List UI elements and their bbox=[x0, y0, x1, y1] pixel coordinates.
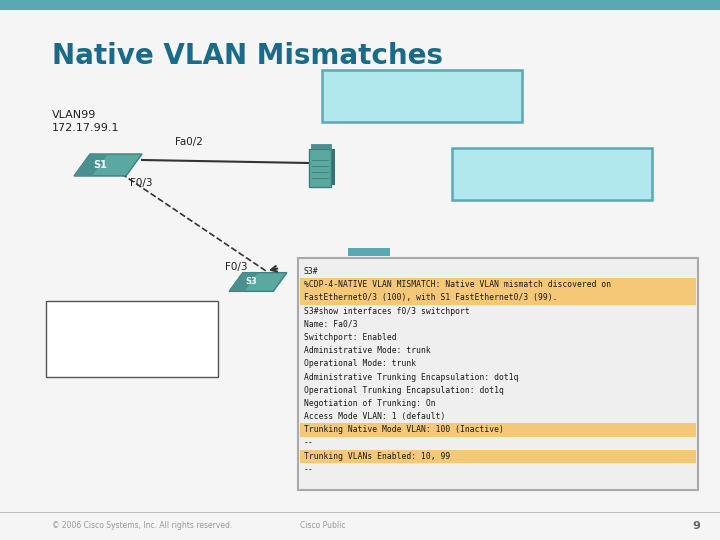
Text: F0/3: F0/3 bbox=[225, 262, 248, 272]
Text: VLAN 10 - 172.17.10.30: VLAN 10 - 172.17.10.30 bbox=[330, 96, 480, 109]
Polygon shape bbox=[74, 154, 108, 176]
Text: Trunking Native Mode VLAN: 100 (Inactive): Trunking Native Mode VLAN: 100 (Inactive… bbox=[304, 426, 504, 434]
Text: Fa0/2: Fa0/2 bbox=[175, 137, 203, 147]
Text: VLAN Trunks: VLAN Trunks bbox=[58, 313, 147, 326]
Text: S1: S1 bbox=[93, 160, 107, 170]
Text: Switchport: Enabled: Switchport: Enabled bbox=[304, 333, 397, 342]
FancyBboxPatch shape bbox=[452, 148, 652, 200]
Text: S3#: S3# bbox=[304, 267, 319, 276]
Bar bbox=[309, 149, 331, 187]
Text: Cisco Public: Cisco Public bbox=[300, 522, 346, 530]
Text: Administrative Mode: trunk: Administrative Mode: trunk bbox=[304, 346, 431, 355]
Text: FastEthernet0/3 (100), with S1 FastEthernet0/3 (99).: FastEthernet0/3 (100), with S1 FastEther… bbox=[304, 293, 557, 302]
Text: F0/3: F0/3 bbox=[130, 178, 153, 188]
Text: VLAN99
172.17.99.1: VLAN99 172.17.99.1 bbox=[52, 110, 120, 133]
Text: Administrative Trunking Encapsulation: dot1q: Administrative Trunking Encapsulation: d… bbox=[304, 373, 518, 382]
Text: --: -- bbox=[304, 438, 314, 448]
Text: Trunking VLANs Enabled: 10, 99: Trunking VLANs Enabled: 10, 99 bbox=[304, 452, 450, 461]
Bar bbox=[348, 248, 390, 256]
Text: Faculty: Faculty bbox=[460, 157, 514, 170]
Text: %CDP-4-NATIVE VLAN MISMATCH: Native VLAN mismatch discovered on: %CDP-4-NATIVE VLAN MISMATCH: Native VLAN… bbox=[304, 280, 611, 289]
Text: Operational Trunking Encapsulation: dot1q: Operational Trunking Encapsulation: dot1… bbox=[304, 386, 504, 395]
Text: S3#show interfaces f0/3 switchport: S3#show interfaces f0/3 switchport bbox=[304, 307, 469, 315]
Polygon shape bbox=[229, 273, 287, 292]
Text: Allowed – 10, 99: Allowed – 10, 99 bbox=[58, 331, 161, 344]
Bar bbox=[300, 278, 696, 292]
Bar bbox=[311, 144, 331, 149]
Bar bbox=[300, 450, 696, 463]
FancyBboxPatch shape bbox=[322, 70, 522, 122]
Bar bbox=[331, 149, 335, 185]
Text: Negotiation of Trunking: On: Negotiation of Trunking: On bbox=[304, 399, 436, 408]
Bar bbox=[300, 423, 696, 437]
Polygon shape bbox=[229, 273, 258, 292]
Text: Native VLAN Mismatches: Native VLAN Mismatches bbox=[52, 42, 443, 70]
Text: VLAN 10 - 172.17.10.24: VLAN 10 - 172.17.10.24 bbox=[460, 174, 609, 187]
Bar bbox=[0, 0, 720, 10]
FancyBboxPatch shape bbox=[46, 301, 218, 377]
Polygon shape bbox=[74, 154, 142, 176]
Text: Native VLAN – 99: Native VLAN – 99 bbox=[58, 349, 166, 362]
Bar bbox=[300, 292, 696, 305]
Text: S3: S3 bbox=[246, 278, 257, 287]
Text: Name: Fa0/3: Name: Fa0/3 bbox=[304, 320, 358, 329]
FancyBboxPatch shape bbox=[298, 258, 698, 490]
Text: © 2006 Cisco Systems, Inc. All rights reserved.: © 2006 Cisco Systems, Inc. All rights re… bbox=[52, 522, 233, 530]
Text: Operational Mode: trunk: Operational Mode: trunk bbox=[304, 360, 416, 368]
Text: WEB/TFTP Server: WEB/TFTP Server bbox=[330, 79, 460, 92]
Text: Access Mode VLAN: 1 (default): Access Mode VLAN: 1 (default) bbox=[304, 412, 446, 421]
Text: 9: 9 bbox=[692, 521, 700, 531]
Text: --: -- bbox=[304, 465, 314, 474]
